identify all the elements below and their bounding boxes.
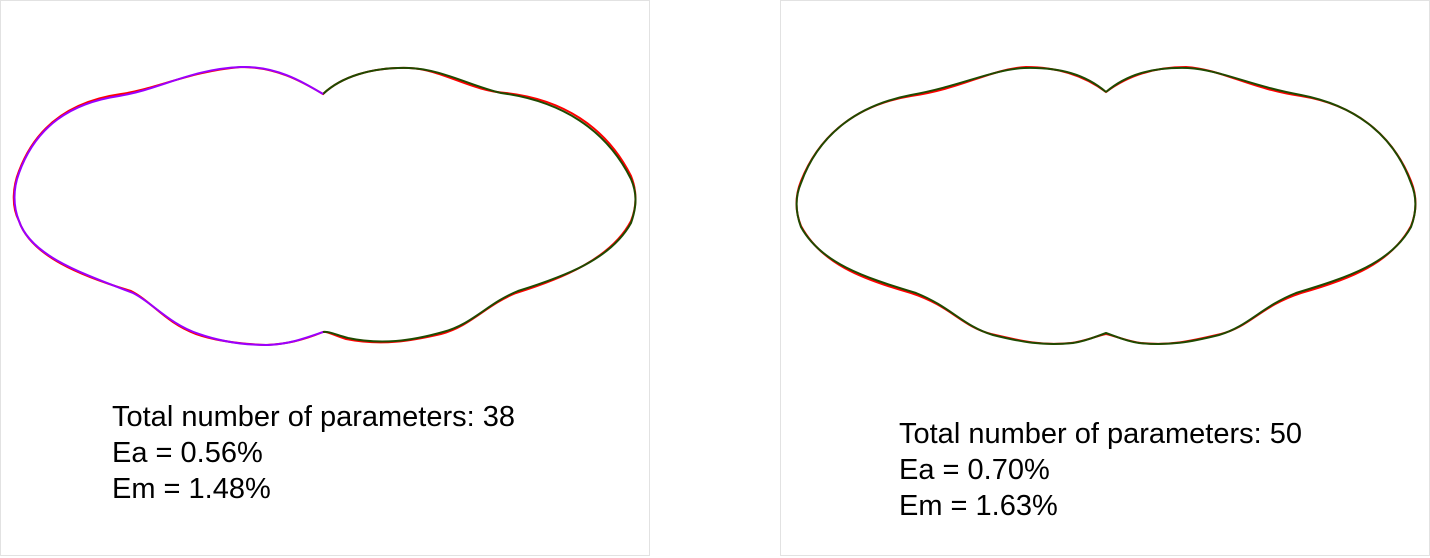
- left-panel: Total number of parameters: 38 Ea = 0.56…: [0, 0, 650, 556]
- left-em-value: Em = 1.48%: [112, 473, 271, 505]
- right-ea-value: Ea = 0.70%: [899, 454, 1050, 486]
- right-em-value: Em = 1.63%: [899, 490, 1058, 522]
- right-parameter-count: Total number of parameters: 50: [899, 418, 1302, 450]
- left-shape-plot: [12, 65, 637, 347]
- left-reference-curve: [12, 65, 637, 347]
- left-right-half-fit: [322, 66, 637, 343]
- right-panel: Total number of parameters: 50 Ea = 0.70…: [780, 0, 1430, 556]
- right-reference-curve: [795, 65, 1417, 345]
- right-stats: Total number of parameters: 50 Ea = 0.70…: [899, 416, 1302, 524]
- left-parameter-count: Total number of parameters: 38: [112, 401, 515, 433]
- left-ea-value: Ea = 0.56%: [112, 437, 263, 469]
- left-left-half-fit: [13, 65, 324, 347]
- left-stats: Total number of parameters: 38 Ea = 0.56…: [112, 399, 515, 507]
- right-shape-plot: [795, 65, 1417, 345]
- right-fit-curve: [795, 66, 1417, 345]
